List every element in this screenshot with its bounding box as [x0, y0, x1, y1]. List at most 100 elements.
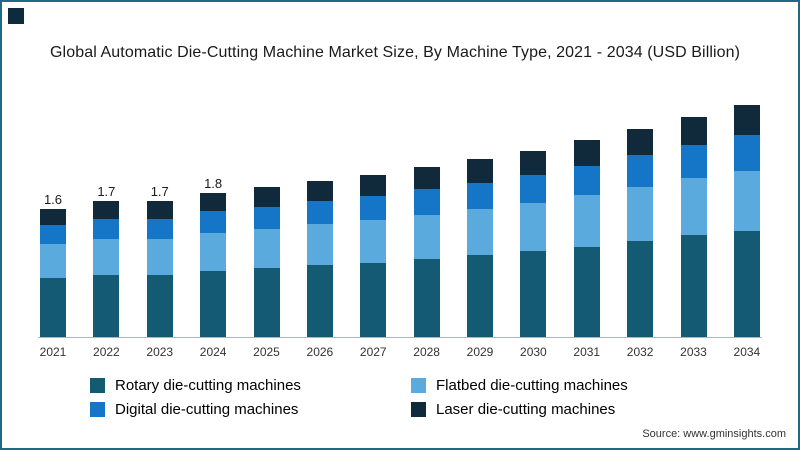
bar-segment-digital [680, 145, 707, 178]
bar-segment-digital [253, 206, 280, 230]
bar-segment-rotary [573, 246, 600, 337]
legend: Rotary die-cutting machines Flatbed die-c… [90, 377, 732, 418]
bar-stack [200, 193, 227, 337]
bar-segment-rotary [733, 230, 760, 337]
bar-segment-rotary [306, 265, 333, 337]
bar-column: 1.6 [38, 86, 68, 337]
bar-segment-rotary [200, 270, 227, 337]
bar-segment-digital [146, 218, 173, 240]
bar-column [358, 86, 388, 337]
source-attribution: Source: www.gminsights.com [642, 428, 786, 440]
x-axis-label: 2024 [199, 345, 227, 359]
bar-segment-laser [573, 140, 600, 166]
corner-decoration [8, 8, 24, 24]
legend-label: Laser die-cutting machines [436, 401, 616, 418]
bar-segment-digital [93, 218, 120, 240]
bar-column: 1.8 [198, 86, 228, 337]
x-axis-label: 2031 [573, 345, 601, 359]
x-axis-label: 2032 [626, 345, 654, 359]
bar-stack [40, 209, 66, 337]
bar-column [679, 86, 709, 337]
bar-segment-flatbed [200, 233, 227, 271]
bar-segment-laser [146, 201, 173, 219]
bar-segment-rotary [467, 255, 493, 337]
bar-segment-flatbed [520, 202, 547, 252]
x-axis-label: 2027 [359, 345, 387, 359]
bar-segment-flatbed [253, 229, 280, 269]
bar-segment-flatbed [573, 195, 600, 247]
bar-stack [573, 140, 600, 337]
bar-segment-rotary [253, 268, 280, 337]
x-axis-label: 2029 [466, 345, 494, 359]
bar-column: 1.7 [91, 86, 121, 337]
bar-segment-flatbed [40, 244, 66, 278]
bar-value-label: 1.7 [97, 184, 116, 200]
plot-area: 1.6 1.7 1.7 1.8 [38, 86, 762, 338]
bar-column [518, 86, 548, 337]
x-axis-label: 2033 [680, 345, 707, 359]
bar-column: 1.7 [145, 86, 175, 337]
bar-segment-flatbed [467, 209, 493, 256]
legend-item-digital: Digital die-cutting machines [90, 401, 411, 418]
bar-segment-laser [40, 209, 66, 226]
bar-segment-laser [360, 175, 387, 197]
bar-segment-laser [413, 167, 440, 190]
bar-stack [93, 201, 120, 337]
legend-swatch [90, 402, 105, 417]
bar-segment-digital [40, 225, 66, 245]
legend-swatch [411, 402, 426, 417]
bar-segment-laser [627, 129, 654, 156]
bar-segment-laser [253, 187, 280, 207]
bar-stack [306, 181, 333, 337]
legend-item-laser: Laser die-cutting machines [411, 401, 732, 418]
legend-swatch [90, 378, 105, 393]
bar-segment-digital [573, 165, 600, 196]
bar-segment-rotary [413, 258, 440, 337]
bar-stack [627, 129, 654, 337]
bar-column [732, 86, 762, 337]
bar-stack [413, 167, 440, 337]
bar-segment-digital [306, 201, 333, 225]
bar-segment-rotary [40, 277, 66, 337]
bar-segment-flatbed [360, 220, 387, 263]
legend-item-rotary: Rotary die-cutting machines [90, 377, 411, 394]
x-axis-label: 2022 [93, 345, 120, 359]
bar-segment-rotary [360, 262, 387, 337]
bar-column [465, 86, 495, 337]
bar-stack [733, 105, 760, 337]
bar-segment-rotary [627, 241, 654, 337]
bar-segment-flatbed [627, 186, 654, 241]
bar-stack [520, 150, 547, 337]
bar-segment-flatbed [680, 177, 707, 236]
bar-segment-rotary [680, 235, 707, 337]
x-axis-label: 2026 [306, 345, 334, 359]
bar-stack [146, 201, 173, 337]
bar-value-label: 1.8 [204, 176, 223, 192]
bar-segment-rotary [93, 274, 120, 337]
bar-segment-flatbed [306, 224, 333, 265]
x-axis: 2021 2022 2023 2024 2025 2026 2027 2028 2029 2030… [38, 345, 762, 359]
bar-column [625, 86, 655, 337]
bar-column [572, 86, 602, 337]
x-axis-label: 2025 [253, 345, 280, 359]
bar-segment-laser [520, 150, 547, 175]
bar-segment-digital [520, 174, 547, 203]
legend-label: Rotary die-cutting machines [115, 377, 301, 394]
x-axis-label: 2021 [39, 345, 67, 359]
bar-segment-flatbed [146, 239, 173, 275]
bar-stack [360, 175, 387, 337]
bar-segment-digital [627, 155, 654, 187]
bar-stack [467, 159, 493, 337]
bar-stack [253, 187, 280, 337]
bar-segment-laser [200, 193, 227, 212]
bar-segment-digital [360, 196, 387, 221]
bar-segment-flatbed [413, 214, 440, 259]
bar-segment-laser [306, 181, 333, 202]
bar-segment-rotary [146, 274, 173, 337]
x-axis-label: 2028 [413, 345, 440, 359]
bar-chart: 1.6 1.7 1.7 1.8 2021 2022 2023 2024 2025 2026 202… [38, 86, 762, 359]
bar-segment-digital [733, 135, 760, 171]
bar-segment-flatbed [93, 239, 120, 275]
x-axis-label: 2023 [146, 345, 174, 359]
